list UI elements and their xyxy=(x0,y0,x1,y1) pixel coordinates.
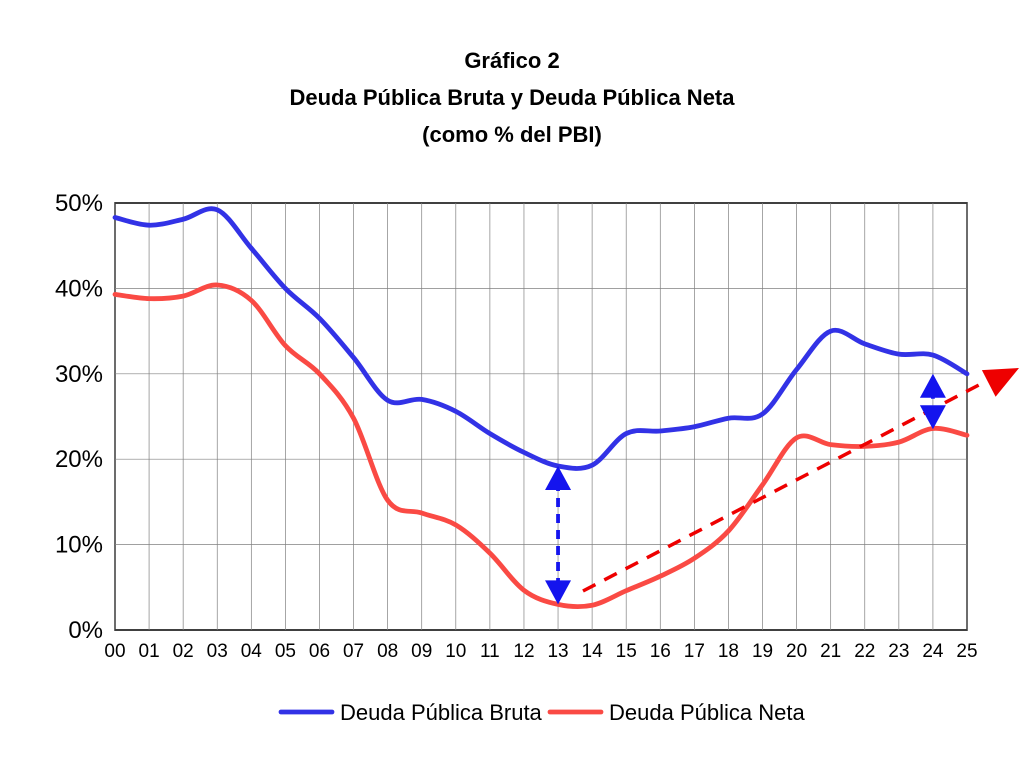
svg-text:21: 21 xyxy=(820,641,841,662)
svg-text:10%: 10% xyxy=(55,532,103,559)
svg-text:17: 17 xyxy=(684,641,705,662)
svg-text:02: 02 xyxy=(173,641,194,662)
svg-text:20%: 20% xyxy=(55,446,103,473)
svg-text:08: 08 xyxy=(377,641,398,662)
svg-text:14: 14 xyxy=(582,641,604,662)
svg-text:15: 15 xyxy=(616,641,637,662)
svg-text:30%: 30% xyxy=(55,361,103,388)
svg-text:07: 07 xyxy=(343,641,364,662)
svg-text:13: 13 xyxy=(547,641,568,662)
svg-text:16: 16 xyxy=(650,641,671,662)
svg-text:Deuda Pública Neta: Deuda Pública Neta xyxy=(609,700,805,725)
svg-text:20: 20 xyxy=(786,641,807,662)
svg-text:06: 06 xyxy=(309,641,330,662)
svg-text:25: 25 xyxy=(956,641,977,662)
svg-text:24: 24 xyxy=(922,641,944,662)
svg-text:18: 18 xyxy=(718,641,739,662)
svg-text:50%: 50% xyxy=(55,190,103,217)
svg-text:22: 22 xyxy=(854,641,875,662)
svg-text:03: 03 xyxy=(207,641,228,662)
svg-text:04: 04 xyxy=(241,641,263,662)
svg-text:0%: 0% xyxy=(68,617,103,644)
svg-text:01: 01 xyxy=(139,641,160,662)
svg-text:09: 09 xyxy=(411,641,432,662)
svg-text:Deuda Pública Bruta: Deuda Pública Bruta xyxy=(340,700,543,725)
svg-text:11: 11 xyxy=(480,641,500,662)
svg-text:23: 23 xyxy=(888,641,909,662)
svg-text:00: 00 xyxy=(104,641,125,662)
svg-text:40%: 40% xyxy=(55,275,103,302)
svg-text:05: 05 xyxy=(275,641,296,662)
svg-text:19: 19 xyxy=(752,641,773,662)
svg-text:12: 12 xyxy=(513,641,534,662)
svg-text:10: 10 xyxy=(445,641,466,662)
